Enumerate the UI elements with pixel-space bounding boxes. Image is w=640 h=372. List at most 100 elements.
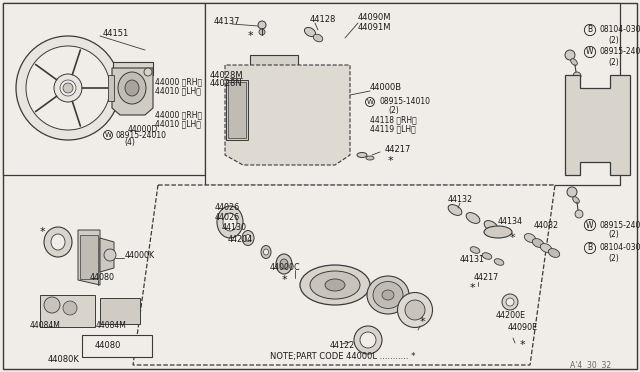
Text: 44119 〈LH〉: 44119 〈LH〉 <box>370 125 416 134</box>
Text: 44000B: 44000B <box>370 83 402 93</box>
Ellipse shape <box>548 248 560 257</box>
Ellipse shape <box>397 292 433 327</box>
Circle shape <box>16 36 120 140</box>
Text: 44131: 44131 <box>460 256 485 264</box>
Text: 08915-24010: 08915-24010 <box>600 48 640 57</box>
Circle shape <box>104 249 116 261</box>
Ellipse shape <box>360 332 376 348</box>
Ellipse shape <box>118 72 146 104</box>
Text: 44122: 44122 <box>330 340 355 350</box>
Bar <box>3 3 205 175</box>
Text: 08104-03010: 08104-03010 <box>600 244 640 253</box>
Text: 44151: 44151 <box>103 29 129 38</box>
Circle shape <box>575 210 583 218</box>
Ellipse shape <box>494 259 504 265</box>
Text: 44026: 44026 <box>215 203 240 212</box>
Text: (4): (4) <box>124 138 135 147</box>
Ellipse shape <box>300 265 370 305</box>
Text: 44090M: 44090M <box>358 13 392 22</box>
Circle shape <box>54 74 82 102</box>
Ellipse shape <box>470 247 480 253</box>
Text: 44217: 44217 <box>474 273 499 282</box>
Text: (2): (2) <box>608 231 619 240</box>
Text: *: * <box>40 227 45 237</box>
Circle shape <box>26 46 110 130</box>
Circle shape <box>44 297 60 313</box>
Ellipse shape <box>448 205 462 215</box>
Ellipse shape <box>313 34 323 42</box>
Text: 44128: 44128 <box>310 16 337 25</box>
Ellipse shape <box>373 282 403 308</box>
Ellipse shape <box>270 88 302 128</box>
Text: 44137: 44137 <box>214 17 241 26</box>
Ellipse shape <box>125 80 139 96</box>
Bar <box>40 295 95 327</box>
Text: 44134: 44134 <box>498 218 523 227</box>
Text: 44010 〈LH〉: 44010 〈LH〉 <box>155 119 201 128</box>
Ellipse shape <box>367 276 409 314</box>
Text: 44000D: 44000D <box>128 125 158 135</box>
Polygon shape <box>248 68 325 155</box>
Text: NOTE;PART CODE 44000L ........... *: NOTE;PART CODE 44000L ........... * <box>270 353 415 362</box>
Ellipse shape <box>573 197 579 203</box>
Bar <box>108 75 114 101</box>
Text: 44000 〈RH〉: 44000 〈RH〉 <box>155 77 202 87</box>
Text: (2): (2) <box>388 106 399 115</box>
Text: (2): (2) <box>608 58 619 67</box>
Text: W: W <box>586 221 594 230</box>
Bar <box>226 80 248 140</box>
Ellipse shape <box>305 28 316 36</box>
Circle shape <box>567 187 577 197</box>
Text: 44082: 44082 <box>534 221 559 230</box>
Ellipse shape <box>242 231 254 246</box>
Ellipse shape <box>264 249 269 255</box>
Text: 44080: 44080 <box>95 341 122 350</box>
Text: 44000C: 44000C <box>270 263 301 273</box>
Polygon shape <box>113 62 153 75</box>
Text: 44091M: 44091M <box>358 22 392 32</box>
Text: 44026: 44026 <box>215 214 240 222</box>
Circle shape <box>63 83 73 93</box>
Ellipse shape <box>524 234 536 243</box>
Text: 44080K: 44080K <box>48 356 80 365</box>
Text: *: * <box>520 340 525 350</box>
Text: 08915-24010: 08915-24010 <box>116 131 167 140</box>
Polygon shape <box>250 55 298 80</box>
Ellipse shape <box>382 290 394 300</box>
Circle shape <box>259 29 265 35</box>
Ellipse shape <box>51 234 65 250</box>
Polygon shape <box>133 185 555 365</box>
Text: 44028M: 44028M <box>210 71 244 80</box>
Text: 44090E: 44090E <box>508 324 538 333</box>
Circle shape <box>60 80 76 96</box>
Text: 44080: 44080 <box>90 273 115 282</box>
Ellipse shape <box>260 77 312 139</box>
Text: 44010 〈LH〉: 44010 〈LH〉 <box>155 87 201 96</box>
Ellipse shape <box>502 294 518 310</box>
Circle shape <box>573 72 581 80</box>
Text: 44084M: 44084M <box>96 321 127 330</box>
Text: 44000K: 44000K <box>125 250 155 260</box>
Text: W: W <box>104 132 111 138</box>
Ellipse shape <box>246 234 250 241</box>
Ellipse shape <box>571 59 577 65</box>
Polygon shape <box>78 230 100 285</box>
Text: 44200E: 44200E <box>496 311 526 320</box>
Bar <box>80 235 98 279</box>
Text: 44118 〈RH〉: 44118 〈RH〉 <box>370 115 417 125</box>
Ellipse shape <box>482 253 492 259</box>
Text: 44084M: 44084M <box>30 321 61 330</box>
Circle shape <box>144 68 152 76</box>
Text: 44217: 44217 <box>385 145 412 154</box>
Text: W: W <box>586 48 594 57</box>
Polygon shape <box>565 75 630 175</box>
Text: 44000 〈RH〉: 44000 〈RH〉 <box>155 110 202 119</box>
Ellipse shape <box>506 298 514 306</box>
Ellipse shape <box>261 246 271 259</box>
Ellipse shape <box>276 254 292 274</box>
Text: 44132: 44132 <box>448 196 473 205</box>
Text: 08915-24010: 08915-24010 <box>600 221 640 230</box>
Ellipse shape <box>405 300 425 320</box>
Text: *: * <box>510 233 516 243</box>
Ellipse shape <box>532 238 544 247</box>
